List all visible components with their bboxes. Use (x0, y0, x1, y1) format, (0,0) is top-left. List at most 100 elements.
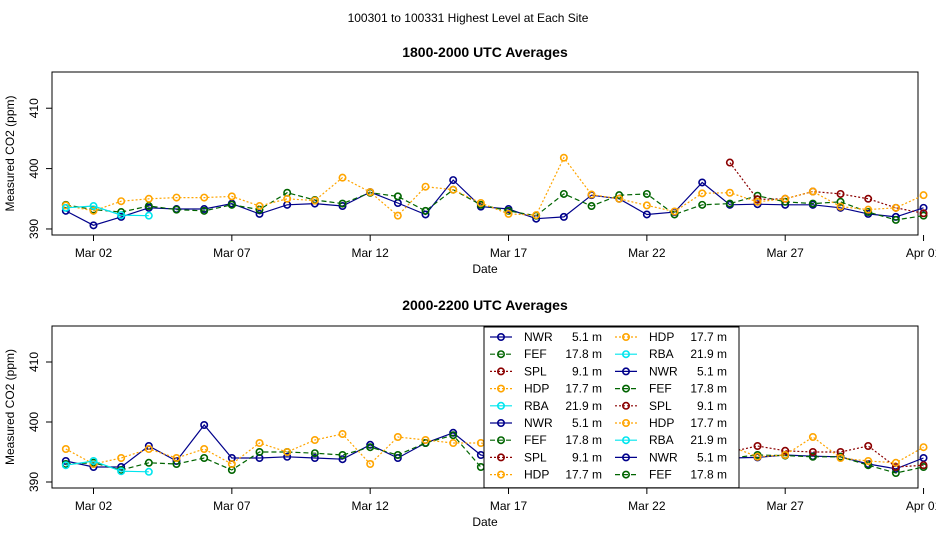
data-point (698, 189, 707, 198)
data-point (476, 199, 485, 208)
legend-label: HDP (524, 382, 549, 396)
legend-swatch-point (621, 436, 630, 445)
x-tick-label: Mar 17 (490, 499, 528, 513)
data-point (864, 441, 873, 450)
legend-height: 9.1 m (572, 364, 602, 378)
legend-swatch-point (496, 470, 505, 479)
legend-label: RBA (524, 399, 549, 413)
x-tick-label: Mar 02 (75, 246, 113, 260)
data-point (919, 203, 928, 212)
legend-height: 5.1 m (697, 450, 727, 464)
legend-swatch-point (496, 436, 505, 445)
x-tick-label: Mar 12 (351, 499, 389, 513)
data-point (725, 188, 734, 197)
figure-title: 100301 to 100331 Highest Level at Each S… (348, 11, 589, 25)
legend-swatch-point (496, 367, 505, 376)
panel-title: 1800-2000 UTC Averages (402, 44, 568, 60)
data-point (61, 444, 70, 453)
legend-swatch-point (621, 453, 630, 462)
x-tick-label: Mar 22 (628, 246, 666, 260)
data-point (808, 199, 817, 208)
data-point (449, 438, 458, 447)
legend-swatch-point (621, 418, 630, 427)
data-point (172, 193, 181, 202)
legend-label: HDP (524, 468, 549, 482)
data-point (642, 201, 651, 210)
data-point (753, 195, 762, 204)
data-point (310, 196, 319, 205)
legend-label: SPL (524, 450, 547, 464)
data-point (836, 453, 845, 462)
data-point (919, 461, 928, 470)
data-point (919, 443, 928, 452)
legend-swatch-point (621, 332, 630, 341)
legend-swatch-point (621, 470, 630, 479)
x-tick-label: Mar 22 (628, 499, 666, 513)
y-tick-label: 400 (27, 412, 41, 432)
x-tick-label: Apr 01 (906, 499, 936, 513)
data-point (200, 420, 209, 429)
data-point (421, 182, 430, 191)
series-line (729, 162, 924, 214)
data-point (670, 207, 679, 216)
legend-label: RBA (649, 347, 674, 361)
data-point (393, 192, 402, 201)
data-point (559, 189, 568, 198)
legend-swatch-point (496, 418, 505, 427)
legend-label: NWR (524, 416, 553, 430)
data-point (781, 450, 790, 459)
data-point (310, 435, 319, 444)
legend-height: 17.8 m (690, 468, 727, 482)
data-point (808, 452, 817, 461)
data-point (753, 441, 762, 450)
data-point (117, 211, 126, 220)
legend-height: 17.8 m (565, 347, 602, 361)
data-point (449, 431, 458, 440)
x-axis: Mar 02 Mar 07 Mar 12 Mar 17 Mar 22 Mar 27 Apr … (75, 488, 936, 529)
legend-height: 17.7 m (565, 468, 602, 482)
y-tick-label: 410 (27, 352, 41, 372)
legend-height: 17.7 m (565, 382, 602, 396)
legend-swatch-point (496, 453, 505, 462)
data-point (200, 206, 209, 215)
data-point (808, 447, 817, 456)
data-point (61, 203, 70, 212)
data-point (642, 210, 651, 219)
series-line (65, 205, 149, 217)
series-line (65, 434, 924, 474)
data-point (421, 210, 430, 219)
y-tick-label: 390 (27, 219, 41, 239)
data-point (144, 202, 153, 211)
x-tick-label: Mar 07 (213, 246, 251, 260)
data-point (421, 435, 430, 444)
data-point (753, 452, 762, 461)
legend-swatch-point (496, 350, 505, 359)
legend-label: FEF (649, 468, 672, 482)
data-point (144, 211, 153, 220)
data-point (642, 189, 651, 198)
data-point (172, 205, 181, 214)
panel-title: 2000-2200 UTC Averages (402, 297, 568, 313)
series-rba (61, 202, 153, 220)
legend-height: 17.8 m (565, 433, 602, 447)
data-point (421, 206, 430, 215)
data-point (919, 211, 928, 220)
legend-height: 5.1 m (572, 416, 602, 430)
data-point (89, 456, 98, 465)
data-point (255, 438, 264, 447)
x-tick-label: Apr 01 (906, 246, 936, 260)
legend-label: SPL (649, 399, 672, 413)
data-point (836, 197, 845, 206)
legend-label: NWR (649, 364, 678, 378)
y-axis-label: Measured CO2 (ppm) (3, 95, 17, 211)
data-point (919, 191, 928, 200)
legend-height: 5.1 m (697, 364, 727, 378)
data-point (117, 453, 126, 462)
data-point (919, 209, 928, 218)
legend-swatch-point (496, 332, 505, 341)
legend-label: HDP (649, 330, 674, 344)
data-point (393, 450, 402, 459)
data-point (310, 449, 319, 458)
data-point (891, 215, 900, 224)
legend-label: SPL (524, 364, 547, 378)
